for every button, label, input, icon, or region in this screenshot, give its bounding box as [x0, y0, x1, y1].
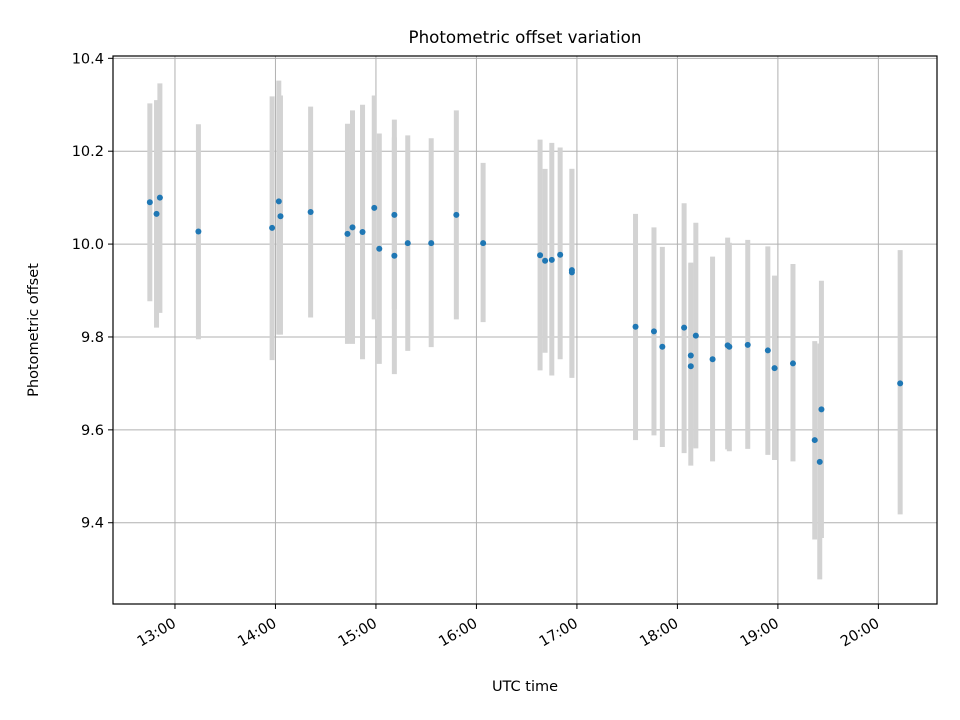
data-point: [811, 437, 818, 444]
data-point: [764, 347, 771, 354]
data-point: [376, 245, 383, 252]
data-point: [726, 343, 733, 350]
data-point: [359, 229, 366, 236]
data-point: [709, 356, 716, 363]
data-point: [789, 360, 796, 367]
data-point: [744, 341, 751, 348]
data-point: [391, 252, 398, 259]
y-axis-ticks: 9.4 9.6 9.8 10.0 10.2 10.4: [72, 51, 113, 532]
y-tick-label: 10.0: [72, 237, 104, 253]
data-point: [371, 204, 378, 211]
data-point: [391, 211, 398, 218]
data-point: [480, 240, 487, 247]
y-tick-label: 9.8: [81, 330, 104, 346]
data-point: [404, 240, 411, 247]
data-point: [557, 251, 564, 258]
data-point: [275, 198, 282, 205]
data-point: [453, 211, 460, 218]
data-point: [692, 332, 699, 339]
data-point: [269, 224, 276, 231]
data-point: [277, 213, 284, 220]
data-point: [818, 406, 825, 413]
data-point: [349, 224, 356, 231]
x-axis-label: UTC time: [492, 679, 558, 695]
data-point: [650, 328, 657, 335]
data-point: [816, 458, 823, 465]
data-point: [428, 240, 435, 247]
data-point: [568, 267, 575, 274]
data-point: [344, 230, 351, 237]
data-points: [146, 194, 904, 465]
data-point: [659, 343, 666, 350]
data-point: [771, 365, 778, 372]
data-point: [687, 352, 694, 359]
data-point: [687, 363, 694, 370]
data-point: [307, 209, 314, 216]
data-point: [542, 257, 549, 264]
data-point: [548, 256, 555, 263]
data-point: [146, 199, 153, 206]
data-point: [153, 210, 160, 217]
data-point: [681, 324, 688, 331]
y-axis-label: Photometric offset: [26, 263, 42, 397]
y-tick-label: 9.6: [81, 423, 104, 439]
y-tick-label: 10.2: [72, 144, 104, 160]
data-point: [195, 228, 202, 235]
data-point: [897, 380, 904, 387]
y-tick-label: 10.4: [72, 51, 104, 67]
y-tick-label: 9.4: [81, 516, 104, 532]
data-point: [632, 323, 639, 330]
plot-frame: [112, 55, 938, 605]
data-point: [156, 194, 163, 201]
chart-title: Photometric offset variation: [409, 27, 642, 47]
data-point: [537, 252, 544, 259]
